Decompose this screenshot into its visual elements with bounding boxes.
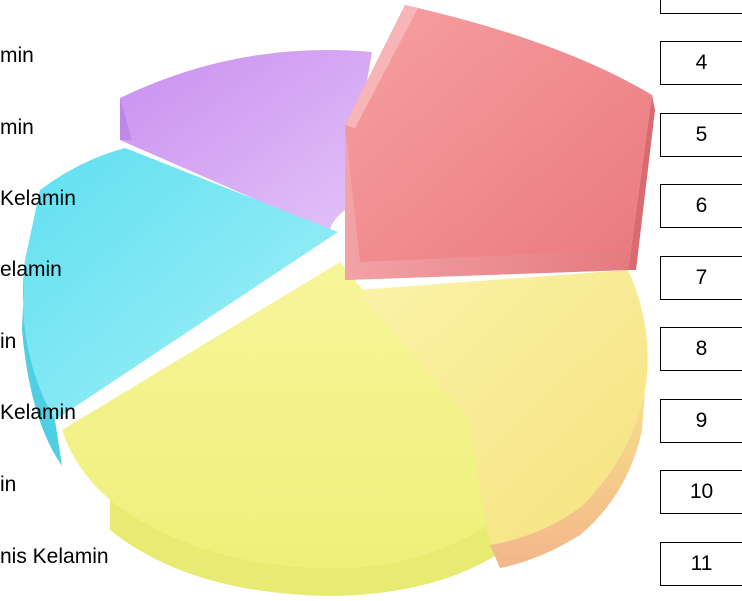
pie-slice-red [345, 5, 655, 280]
number-box-9: 9 [660, 399, 742, 443]
number-box-7: 7 [660, 256, 742, 300]
legend-label-3: Kelamin [0, 187, 76, 210]
legend-label-8: nis Kelamin [0, 545, 109, 568]
legend-label-6: Kelamin [0, 401, 76, 424]
legend-label-1: min [0, 44, 34, 67]
pie-slice-yellow-left [62, 262, 495, 596]
number-box-3: 3 [660, 0, 742, 14]
number-box-6: 6 [660, 184, 742, 228]
pie-slice-purple [120, 49, 372, 232]
legend-label-5: in [0, 330, 17, 353]
number-box-8: 8 [660, 327, 742, 371]
pie-slice-yellow-right [357, 270, 648, 568]
legend-label-7: in [0, 473, 17, 496]
number-box-10: 10 [660, 470, 742, 514]
legend-label-2: min [0, 116, 34, 139]
pie-slice-cyan [22, 148, 338, 466]
number-box-11: 11 [660, 542, 742, 586]
number-box-5: 5 [660, 113, 742, 157]
number-box-4: 4 [660, 41, 742, 85]
legend-label-4: elamin [0, 258, 62, 281]
